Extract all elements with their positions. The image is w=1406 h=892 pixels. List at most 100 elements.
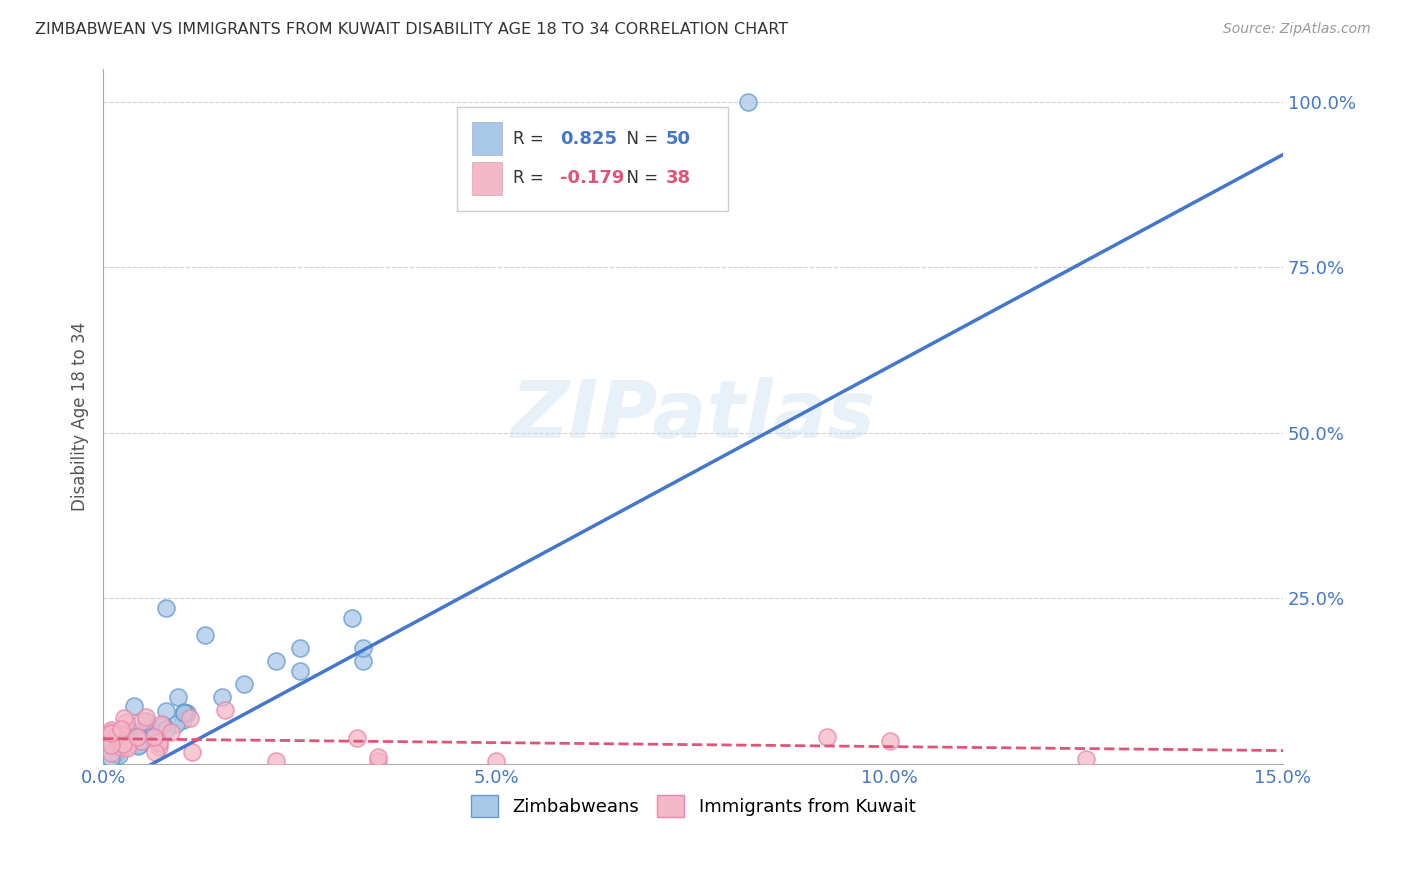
Point — [127, 739, 149, 753]
Point — [352, 640, 374, 655]
Point — [108, 739, 131, 753]
Point — [155, 601, 177, 615]
Point — [155, 704, 177, 718]
Point — [108, 747, 131, 762]
Point — [127, 731, 149, 745]
Point — [214, 703, 236, 717]
Point — [112, 739, 135, 754]
Point — [143, 745, 166, 759]
Text: -0.179: -0.179 — [560, 169, 624, 187]
Text: ZIMBABWEAN VS IMMIGRANTS FROM KUWAIT DISABILITY AGE 18 TO 34 CORRELATION CHART: ZIMBABWEAN VS IMMIGRANTS FROM KUWAIT DIS… — [35, 22, 789, 37]
Point — [173, 706, 195, 721]
Point — [174, 706, 197, 720]
Point — [288, 664, 311, 678]
Point — [115, 739, 138, 753]
Point — [142, 730, 165, 744]
Point — [152, 718, 174, 732]
Point — [100, 738, 122, 752]
Point — [118, 736, 141, 750]
Point — [194, 628, 217, 642]
Point — [110, 739, 132, 754]
FancyBboxPatch shape — [472, 161, 502, 195]
Point — [815, 731, 838, 745]
Point — [139, 727, 162, 741]
Point — [124, 731, 146, 746]
Point — [134, 730, 156, 744]
Point — [148, 736, 170, 750]
Point — [127, 734, 149, 748]
Point — [346, 731, 368, 745]
Point — [288, 640, 311, 655]
Point — [1076, 751, 1098, 765]
Point — [117, 733, 139, 747]
Point — [104, 747, 127, 761]
Point — [179, 711, 201, 725]
Point — [104, 746, 127, 760]
Point — [112, 711, 135, 725]
Point — [115, 732, 138, 747]
Point — [172, 713, 194, 727]
Point — [233, 676, 256, 690]
Point — [100, 750, 122, 764]
Point — [485, 754, 508, 768]
Point — [128, 731, 150, 745]
Point — [100, 723, 122, 738]
Point — [879, 733, 901, 747]
FancyBboxPatch shape — [457, 107, 728, 211]
Point — [128, 737, 150, 751]
Text: R =: R = — [513, 129, 548, 148]
Point — [131, 714, 153, 728]
Legend: Zimbabweans, Immigrants from Kuwait: Zimbabweans, Immigrants from Kuwait — [464, 788, 922, 824]
Text: R =: R = — [513, 169, 548, 187]
Point — [112, 729, 135, 743]
Point — [124, 698, 146, 713]
Point — [105, 729, 128, 743]
Point — [110, 723, 132, 737]
Text: 38: 38 — [666, 169, 690, 187]
Point — [115, 740, 138, 755]
Point — [114, 731, 136, 746]
Point — [352, 654, 374, 668]
Point — [110, 735, 132, 749]
Point — [165, 717, 187, 731]
Point — [155, 723, 177, 737]
Point — [135, 714, 157, 728]
Point — [367, 750, 389, 764]
Point — [143, 731, 166, 745]
Point — [264, 754, 287, 768]
Point — [149, 717, 172, 731]
Y-axis label: Disability Age 18 to 34: Disability Age 18 to 34 — [72, 322, 89, 511]
Point — [100, 725, 122, 739]
Point — [129, 733, 152, 747]
Point — [139, 722, 162, 736]
Point — [173, 705, 195, 719]
Point — [180, 745, 202, 759]
Point — [160, 724, 183, 739]
Point — [100, 735, 122, 749]
Point — [264, 654, 287, 668]
Text: Source: ZipAtlas.com: Source: ZipAtlas.com — [1223, 22, 1371, 37]
Point — [148, 739, 170, 754]
Point — [128, 738, 150, 752]
Point — [340, 611, 363, 625]
Point — [148, 733, 170, 747]
Point — [176, 706, 198, 721]
Text: 50: 50 — [666, 129, 690, 148]
Point — [211, 690, 233, 704]
Point — [167, 690, 190, 705]
Text: N =: N = — [616, 169, 664, 187]
Point — [100, 727, 122, 741]
Text: ZIPatlas: ZIPatlas — [510, 377, 876, 455]
Point — [120, 724, 142, 739]
Text: 0.825: 0.825 — [560, 129, 617, 148]
Point — [135, 710, 157, 724]
Point — [100, 746, 122, 760]
Point — [100, 726, 122, 740]
FancyBboxPatch shape — [472, 122, 502, 155]
Point — [111, 737, 134, 751]
Point — [737, 95, 759, 109]
Point — [127, 730, 149, 744]
Point — [115, 715, 138, 730]
Text: N =: N = — [616, 129, 664, 148]
Point — [367, 754, 389, 768]
